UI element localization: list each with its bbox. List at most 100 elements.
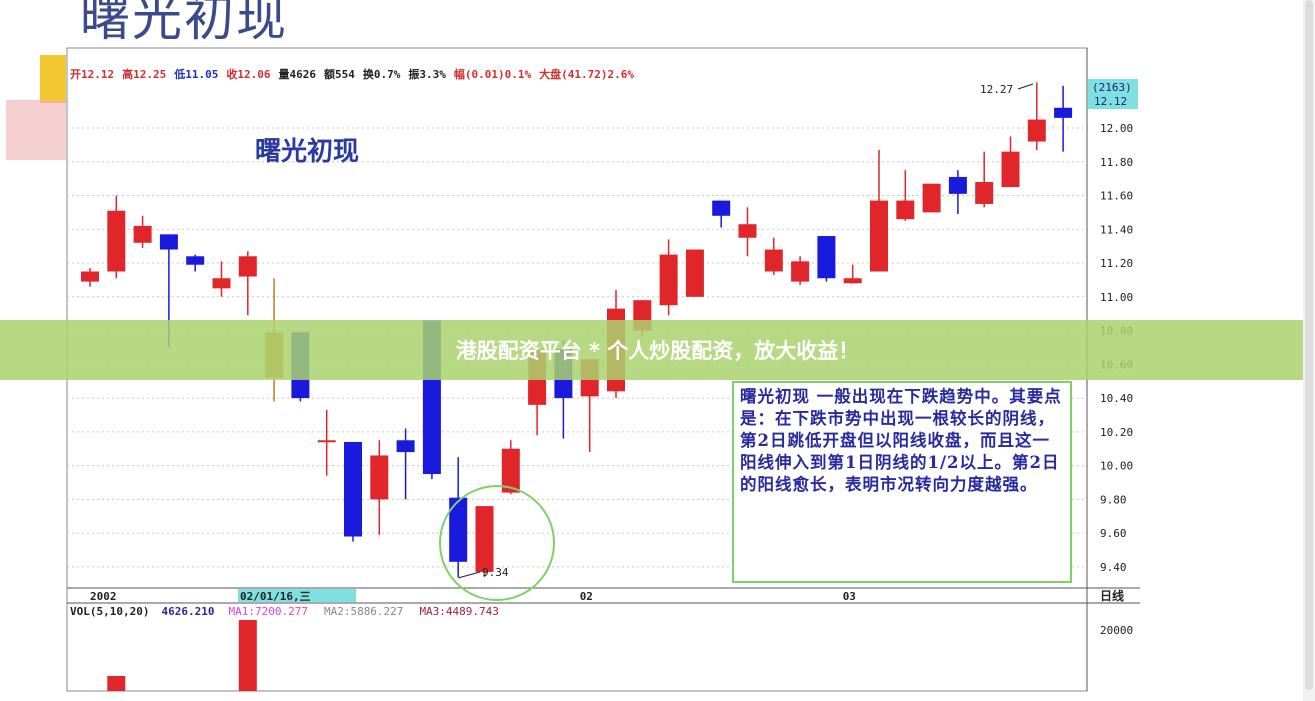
cursor-date-box bbox=[238, 589, 356, 602]
candle-body bbox=[659, 254, 678, 306]
y-tick-label: 11.80 bbox=[1100, 156, 1133, 169]
candle-body bbox=[764, 249, 783, 272]
candle-body bbox=[317, 440, 336, 443]
banner-text: 港股配资平台 * 个人炒股配资，放大收益！ bbox=[455, 339, 860, 363]
promo-banner[interactable]: 港股配资平台 * 个人炒股配资，放大收益！ bbox=[0, 320, 1315, 380]
candle bbox=[764, 237, 783, 275]
y-tick-label: 10.20 bbox=[1100, 426, 1133, 439]
candle-body bbox=[791, 261, 810, 282]
candle-body bbox=[843, 278, 862, 284]
volume-ma: MA2:5886.227 bbox=[324, 605, 403, 618]
candle-body bbox=[1027, 119, 1046, 142]
x-tick-label: 02 bbox=[580, 590, 593, 603]
header-stat: 换0.7% bbox=[363, 67, 401, 81]
candle-body bbox=[212, 278, 231, 289]
price-badge bbox=[1088, 79, 1138, 109]
volume-ma: MA1:7200.277 bbox=[228, 605, 307, 618]
volume-label: VOL(5,10,20) bbox=[70, 605, 149, 618]
cursor-date: 02/01/16,三 bbox=[240, 590, 311, 603]
candle bbox=[1054, 85, 1073, 152]
y-tick-label: 9.80 bbox=[1100, 493, 1127, 506]
candle-body bbox=[159, 234, 178, 250]
header-stat: 收12.06 bbox=[226, 67, 270, 81]
candle bbox=[712, 200, 731, 228]
candle-body bbox=[817, 236, 836, 279]
candle bbox=[791, 256, 810, 285]
candle bbox=[1027, 82, 1046, 150]
annotation-box bbox=[732, 381, 1072, 583]
y-tick-label: 12.00 bbox=[1100, 122, 1133, 135]
volume-bar bbox=[107, 676, 126, 691]
candle-body bbox=[107, 210, 126, 272]
candle bbox=[475, 506, 494, 578]
logo-mark bbox=[6, 100, 66, 160]
y-tick-label: 9.60 bbox=[1100, 527, 1127, 540]
candle bbox=[370, 440, 389, 535]
candle bbox=[501, 440, 520, 495]
candle-body bbox=[896, 200, 915, 220]
candle-body bbox=[475, 506, 494, 572]
candle bbox=[685, 249, 704, 297]
candle-body bbox=[922, 183, 941, 213]
y-tick-label: 10.00 bbox=[1100, 460, 1133, 473]
candle-body bbox=[396, 440, 415, 453]
candle bbox=[817, 236, 836, 282]
price-badge-price: 12.12 bbox=[1094, 95, 1127, 108]
candle-body bbox=[133, 225, 152, 243]
candle bbox=[81, 268, 99, 287]
y-tick-label: 11.00 bbox=[1100, 291, 1133, 304]
scrollbar-thumb[interactable] bbox=[1305, 0, 1313, 690]
header-stat: 额554 bbox=[324, 67, 355, 81]
volume-bar bbox=[238, 620, 257, 691]
volume-ma: MA3:4489.743 bbox=[419, 605, 498, 618]
high-label: 12.27 bbox=[980, 83, 1013, 96]
logo-mark bbox=[40, 55, 66, 103]
candle-body bbox=[1054, 107, 1073, 118]
y-tick-label: 11.40 bbox=[1100, 223, 1133, 236]
header-stat: 低11.05 bbox=[173, 67, 218, 81]
volume-value: 4626.210 bbox=[161, 605, 214, 618]
candle bbox=[449, 457, 468, 578]
candle bbox=[659, 239, 678, 316]
candle-body bbox=[738, 224, 757, 238]
candle bbox=[396, 428, 415, 500]
y-tick-label: 11.60 bbox=[1100, 190, 1133, 203]
candle bbox=[948, 170, 967, 215]
candle bbox=[344, 441, 362, 542]
candle-body bbox=[186, 256, 205, 265]
candle-body bbox=[501, 448, 520, 493]
header-stat: 开12.12 bbox=[70, 68, 114, 81]
candle-body bbox=[370, 455, 389, 500]
candle-body bbox=[344, 441, 362, 537]
candle bbox=[738, 207, 757, 257]
candle-body bbox=[870, 200, 888, 272]
period-label: 日线 bbox=[1100, 588, 1124, 603]
candle-body bbox=[712, 200, 731, 216]
candle bbox=[133, 215, 152, 248]
x-tick-label: 2002 bbox=[90, 590, 117, 603]
candle-body bbox=[1001, 151, 1020, 188]
low-label: 9.34 bbox=[482, 566, 509, 579]
header-stat: 量4626 bbox=[279, 68, 317, 81]
header-stat: 幅(0.01)0.1% bbox=[454, 67, 532, 81]
page-title: 曙光初现 bbox=[80, 0, 288, 47]
candle bbox=[975, 151, 994, 208]
candle-body bbox=[685, 249, 704, 297]
candle bbox=[922, 183, 941, 213]
candle-body bbox=[975, 182, 994, 204]
header-stat: 高12.25 bbox=[122, 67, 166, 81]
header-stat: 振3.3% bbox=[408, 67, 446, 81]
candle-body bbox=[238, 256, 257, 277]
highlight-circle bbox=[439, 485, 555, 601]
y-tick-label: 10.40 bbox=[1100, 392, 1133, 405]
candle bbox=[186, 254, 205, 272]
candle bbox=[317, 409, 336, 476]
price-badge-code: (2163) bbox=[1092, 81, 1132, 94]
candle bbox=[107, 195, 126, 279]
header-stat: 大盘(41.72)2.6% bbox=[539, 67, 634, 81]
candle bbox=[212, 261, 231, 297]
x-tick-label: 03 bbox=[843, 590, 856, 603]
annotation-note: 曙光初现 一般出现在下跌趋势中。其要点是：在下跌市势中出现一根较长的阴线，第2日… bbox=[740, 387, 1062, 494]
